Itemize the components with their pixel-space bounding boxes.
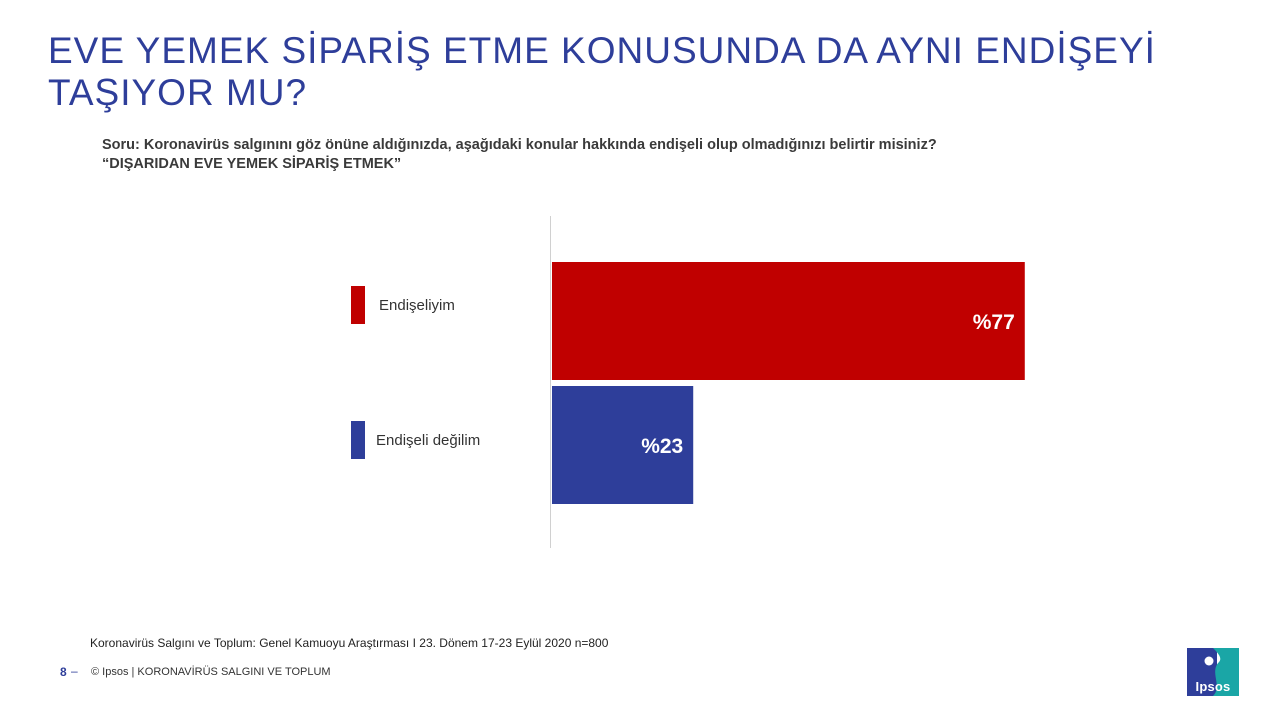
page-title: EVE YEMEK SİPARİŞ ETME KONUSUNDA DA AYNI… [48,30,1156,113]
legend-label-worried: Endişeliyim [379,297,455,314]
question-text: Soru: Koronavirüs salgınını göz önüne al… [102,137,937,153]
page-dash: – [71,664,78,678]
ipsos-logo-icon [1187,648,1239,696]
bar-value-label-worried: %77 [973,311,1015,334]
bars-group: %77 %23 [552,262,1025,504]
ipsos-logo: Ipsos [1187,648,1239,696]
bar-not-worried [552,386,694,504]
legend-label-not-worried: Endişeli değilim [376,432,481,449]
question-topic: “DIŞARIDAN EVE YEMEK SİPARİŞ ETMEK” [102,156,402,172]
bar-value-label-not-worried: %23 [641,435,683,458]
footer-text: © Ipsos | KORONAVİRÜS SALGINI VE TOPLUM [91,666,331,678]
bar-worried [552,262,1025,380]
page-number: 8 [60,665,67,679]
legend-swatch-worried [351,286,365,324]
source-note: Koronavirüs Salgını ve Toplum: Genel Kam… [90,636,609,650]
ipsos-logo-text: Ipsos [1195,679,1231,694]
legend-swatch-not-worried [351,421,365,459]
question-block: Soru: Koronavirüs salgınını göz önüne al… [102,136,937,174]
